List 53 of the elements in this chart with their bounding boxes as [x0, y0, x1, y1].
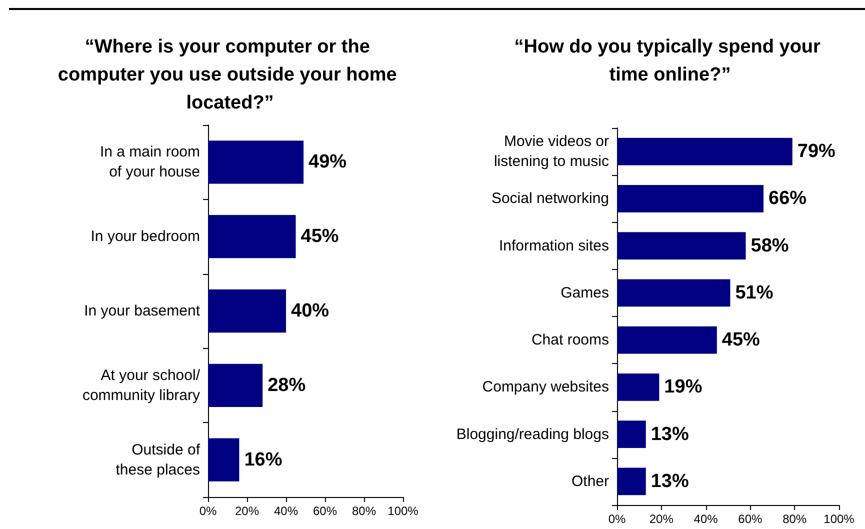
y-tick-label: In your bedroom — [90, 228, 200, 246]
data-label: 66% — [768, 188, 807, 210]
bar — [617, 420, 646, 448]
bar — [617, 232, 746, 260]
data-label: 49% — [308, 152, 347, 173]
y-tick-label: Movie videos or listening to music — [494, 133, 610, 170]
y-tick-label: Blogging/reading blogs — [456, 426, 609, 443]
bar — [208, 215, 296, 258]
y-tick-label: In your basement — [84, 302, 201, 320]
x-tick-label: 80% — [782, 512, 807, 526]
data-label: 51% — [735, 282, 774, 304]
x-tick-label: 20% — [649, 512, 674, 526]
x-tick-label: 100% — [388, 504, 419, 518]
bar — [617, 374, 660, 401]
x-tick-label: 40% — [694, 512, 718, 526]
x-tick-label: 60% — [312, 504, 338, 518]
bar — [617, 468, 646, 496]
data-label: 40% — [291, 300, 330, 322]
chart-title: “Where is your computer or the computer you use outside your home located?” — [58, 36, 402, 114]
data-label: 45% — [722, 330, 760, 351]
bar — [208, 438, 240, 482]
y-tick-label: Outside of these places — [116, 441, 201, 478]
x-tick-label: 0% — [608, 512, 626, 526]
y-tick-label: At your school/ community library — [82, 366, 201, 404]
x-tick-label: 0% — [199, 504, 217, 518]
bar — [617, 279, 730, 307]
chart-title: “How do you typically spend your time online?” — [514, 36, 826, 86]
bar — [208, 289, 286, 333]
data-label: 28% — [268, 374, 306, 396]
y-tick-label: Information sites — [498, 237, 609, 254]
y-tick-label: Games — [560, 284, 609, 302]
data-label: 79% — [797, 141, 836, 162]
bar — [208, 364, 263, 407]
x-tick-label: 20% — [234, 504, 260, 518]
data-label: 19% — [664, 376, 702, 398]
bar — [617, 138, 792, 166]
x-tick-label: 100% — [824, 512, 855, 526]
data-label: 13% — [650, 470, 689, 492]
data-label: 58% — [750, 235, 789, 256]
y-tick-label: Chat rooms — [531, 332, 609, 349]
y-tick-label: Other — [571, 472, 610, 490]
bar — [208, 140, 304, 184]
x-tick-label: 80% — [352, 504, 376, 518]
data-label: 13% — [650, 424, 689, 445]
y-tick-label: Social networking — [491, 190, 609, 208]
x-tick-label: 60% — [738, 512, 763, 526]
data-label: 16% — [244, 449, 282, 470]
bar — [617, 326, 717, 354]
y-tick-label: Company websites — [482, 378, 609, 396]
bar — [617, 185, 764, 212]
data-label: 45% — [300, 226, 339, 248]
y-tick-label: In a main room of your house — [100, 144, 200, 181]
x-tick-label: 40% — [274, 504, 298, 518]
